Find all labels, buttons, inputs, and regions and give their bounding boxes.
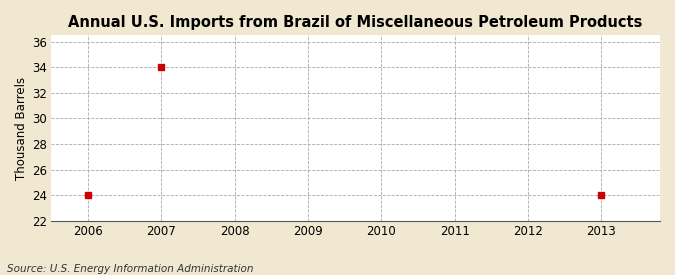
Title: Annual U.S. Imports from Brazil of Miscellaneous Petroleum Products: Annual U.S. Imports from Brazil of Misce… — [68, 15, 643, 30]
Text: Source: U.S. Energy Information Administration: Source: U.S. Energy Information Administ… — [7, 264, 253, 274]
Y-axis label: Thousand Barrels: Thousand Barrels — [15, 76, 28, 180]
